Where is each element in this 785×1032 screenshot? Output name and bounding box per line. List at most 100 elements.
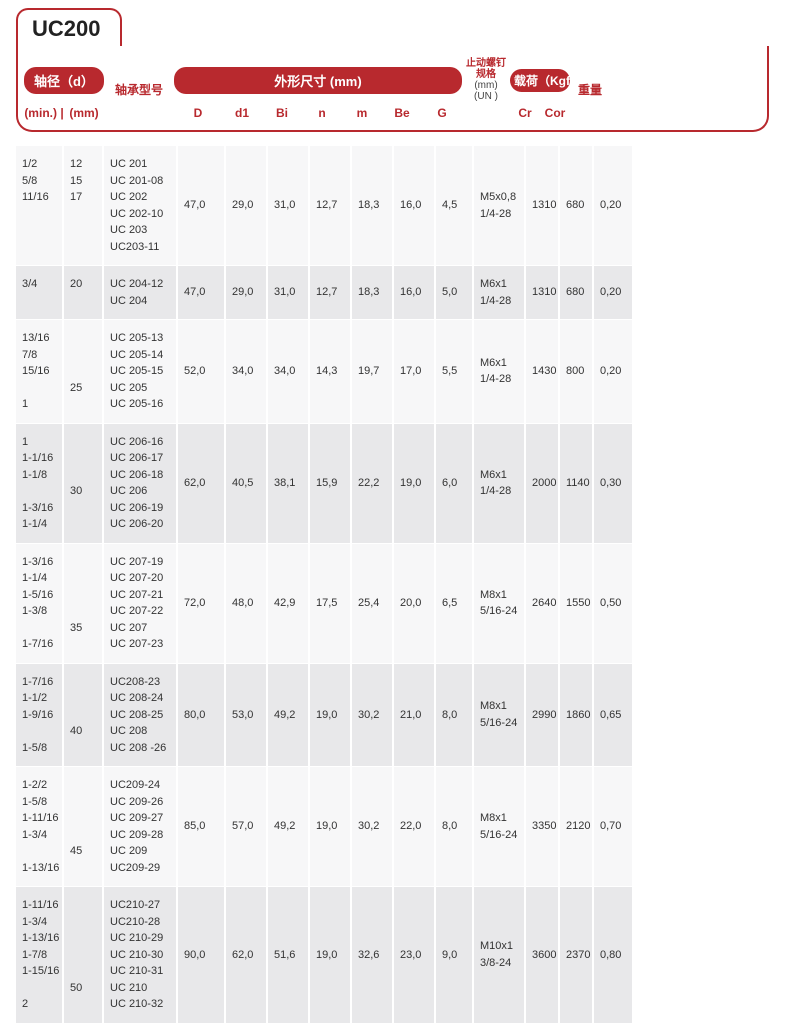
table-cell: 2000 [526, 424, 560, 543]
table-cell: 1/25/811/16 [16, 146, 64, 265]
table-cell: 6,5 [436, 544, 474, 663]
table-cell: 13/167/815/16 1 [16, 320, 64, 423]
header-G: G [422, 104, 462, 122]
table-cell: 8,0 [436, 664, 474, 767]
table-cell: 3600 [526, 887, 560, 1023]
table-cell: 0,20 [594, 266, 634, 319]
table-cell: 1310 [526, 146, 560, 265]
table-cell: 34,0 [268, 320, 310, 423]
table-cell: 0,50 [594, 544, 634, 663]
header-bearing-model: 轴承型号 [104, 79, 174, 100]
table-cell: M8x15/16-24 [474, 544, 526, 663]
header-setscrew: 止动螺钉规格 (mm) (UN ) [462, 56, 510, 104]
header-load: 载荷（Kgf） [510, 69, 570, 92]
table-cell: 1860 [560, 664, 594, 767]
table-cell: 0,70 [594, 767, 634, 886]
table-cell: 51,6 [268, 887, 310, 1023]
table-cell: 19,7 [352, 320, 394, 423]
table-cell: 53,0 [226, 664, 268, 767]
header-Cr: Cr [510, 104, 540, 122]
table-cell: 17,5 [310, 544, 352, 663]
table-cell: 80,0 [178, 664, 226, 767]
header-setscrew-label: 止动螺钉规格 [466, 58, 506, 80]
table-cell: 23,0 [394, 887, 436, 1023]
table-row: 1/25/811/16121517UC 201UC 201-08UC 202UC… [16, 146, 769, 266]
header-Be: Be [382, 104, 422, 122]
table-cell: M6x11/4-28 [474, 320, 526, 423]
table-cell: 19,0 [310, 887, 352, 1023]
data-table: 1/25/811/16121517UC 201UC 201-08UC 202UC… [16, 146, 769, 1024]
header-m: m [342, 104, 382, 122]
table-cell: M10x13/8-24 [474, 887, 526, 1023]
table-cell: 49,2 [268, 664, 310, 767]
table-cell: UC 204-12UC 204 [104, 266, 178, 319]
table-cell: 14,3 [310, 320, 352, 423]
table-cell: 15,9 [310, 424, 352, 543]
header-min: (min.) | [24, 104, 64, 122]
table-cell: 72,0 [178, 544, 226, 663]
table-cell: 22,0 [394, 767, 436, 886]
table-cell: M8x15/16-24 [474, 767, 526, 886]
table-cell: 11-1/161-1/8 1-3/161-1/4 [16, 424, 64, 543]
product-title: UC200 [16, 8, 122, 46]
table-cell: 25 [64, 320, 104, 423]
table-cell: 25,4 [352, 544, 394, 663]
table-row: 1-3/161-1/41-5/161-3/8 1-7/16 35UC 207-1… [16, 544, 769, 664]
table-cell: 52,0 [178, 320, 226, 423]
table-row: 11-1/161-1/8 1-3/161-1/4 30UC 206-16UC 2… [16, 424, 769, 544]
table-cell: UC 205-13UC 205-14UC 205-15UC 205UC 205-… [104, 320, 178, 423]
table-cell: 4,5 [436, 146, 474, 265]
table-cell: 2370 [560, 887, 594, 1023]
table-cell: 40 [64, 664, 104, 767]
table-cell: 680 [560, 266, 594, 319]
table-cell: 121517 [64, 146, 104, 265]
header-d1: d1 [222, 104, 262, 122]
table-cell: 30 [64, 424, 104, 543]
table-cell: UC209-24UC 209-26UC 209-27UC 209-28UC 20… [104, 767, 178, 886]
table-cell: 6,0 [436, 424, 474, 543]
table-cell: M8x15/16-24 [474, 664, 526, 767]
table-cell: 30,2 [352, 664, 394, 767]
table-cell: 1310 [526, 266, 560, 319]
table-cell: UC 206-16UC 206-17UC 206-18UC 206UC 206-… [104, 424, 178, 543]
header-Bi: Bi [262, 104, 302, 122]
table-cell: 29,0 [226, 146, 268, 265]
table-cell: UC208-23UC 208-24UC 208-25UC 208UC 208 -… [104, 664, 178, 767]
table-cell: 57,0 [226, 767, 268, 886]
table-cell: 32,6 [352, 887, 394, 1023]
table-cell: 31,0 [268, 146, 310, 265]
table-cell: UC 207-19UC 207-20UC 207-21UC 207-22UC 2… [104, 544, 178, 663]
table-cell: 8,0 [436, 767, 474, 886]
table-cell: UC210-27UC210-28UC 210-29UC 210-30UC 210… [104, 887, 178, 1023]
table-cell: M6x11/4-28 [474, 424, 526, 543]
table-cell: 0,20 [594, 146, 634, 265]
table-cell: 1140 [560, 424, 594, 543]
table-cell: 1-3/161-1/41-5/161-3/8 1-7/16 [16, 544, 64, 663]
table-cell: 17,0 [394, 320, 436, 423]
header-Cor: Cor [540, 104, 570, 122]
table-cell: 40,5 [226, 424, 268, 543]
table-cell: 2640 [526, 544, 560, 663]
table-cell: 34,0 [226, 320, 268, 423]
table-cell: M5x0,81/4-28 [474, 146, 526, 265]
table-cell: 50 [64, 887, 104, 1023]
table-cell: 18,3 [352, 146, 394, 265]
table-cell: 47,0 [178, 146, 226, 265]
table-header-frame: 轴径（d） 轴承型号 外形尺寸 (mm) 止动螺钉规格 (mm) (UN ) 载… [16, 46, 769, 132]
table-cell: 19,0 [394, 424, 436, 543]
table-cell: 62,0 [178, 424, 226, 543]
table-row: 3/420UC 204-12UC 20447,029,031,012,718,3… [16, 266, 769, 320]
table-cell: M6x11/4-28 [474, 266, 526, 319]
table-cell: 1-2/21-5/81-11/161-3/4 1-13/16 [16, 767, 64, 886]
table-cell: 45 [64, 767, 104, 886]
table-cell: 9,0 [436, 887, 474, 1023]
table-cell: 1-11/161-3/41-13/161-7/81-15/16 2 [16, 887, 64, 1023]
table-cell: 0,80 [594, 887, 634, 1023]
table-row: 13/167/815/16 1 25UC 205-13UC 205-14UC 2… [16, 320, 769, 424]
table-cell: 62,0 [226, 887, 268, 1023]
table-cell: 35 [64, 544, 104, 663]
table-cell: 5,0 [436, 266, 474, 319]
table-cell: 21,0 [394, 664, 436, 767]
header-mm: (mm) [64, 104, 104, 122]
table-cell: 2990 [526, 664, 560, 767]
